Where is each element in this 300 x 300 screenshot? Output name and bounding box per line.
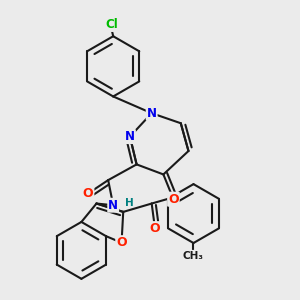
Text: CH₃: CH₃ (183, 251, 204, 261)
Text: O: O (150, 222, 160, 235)
Text: N: N (125, 130, 135, 143)
Text: N: N (108, 199, 118, 212)
Text: N: N (147, 107, 157, 120)
Text: O: O (83, 187, 93, 200)
Text: Cl: Cl (105, 18, 118, 31)
Text: O: O (116, 236, 127, 249)
Text: O: O (168, 193, 179, 206)
Text: H: H (125, 197, 134, 208)
